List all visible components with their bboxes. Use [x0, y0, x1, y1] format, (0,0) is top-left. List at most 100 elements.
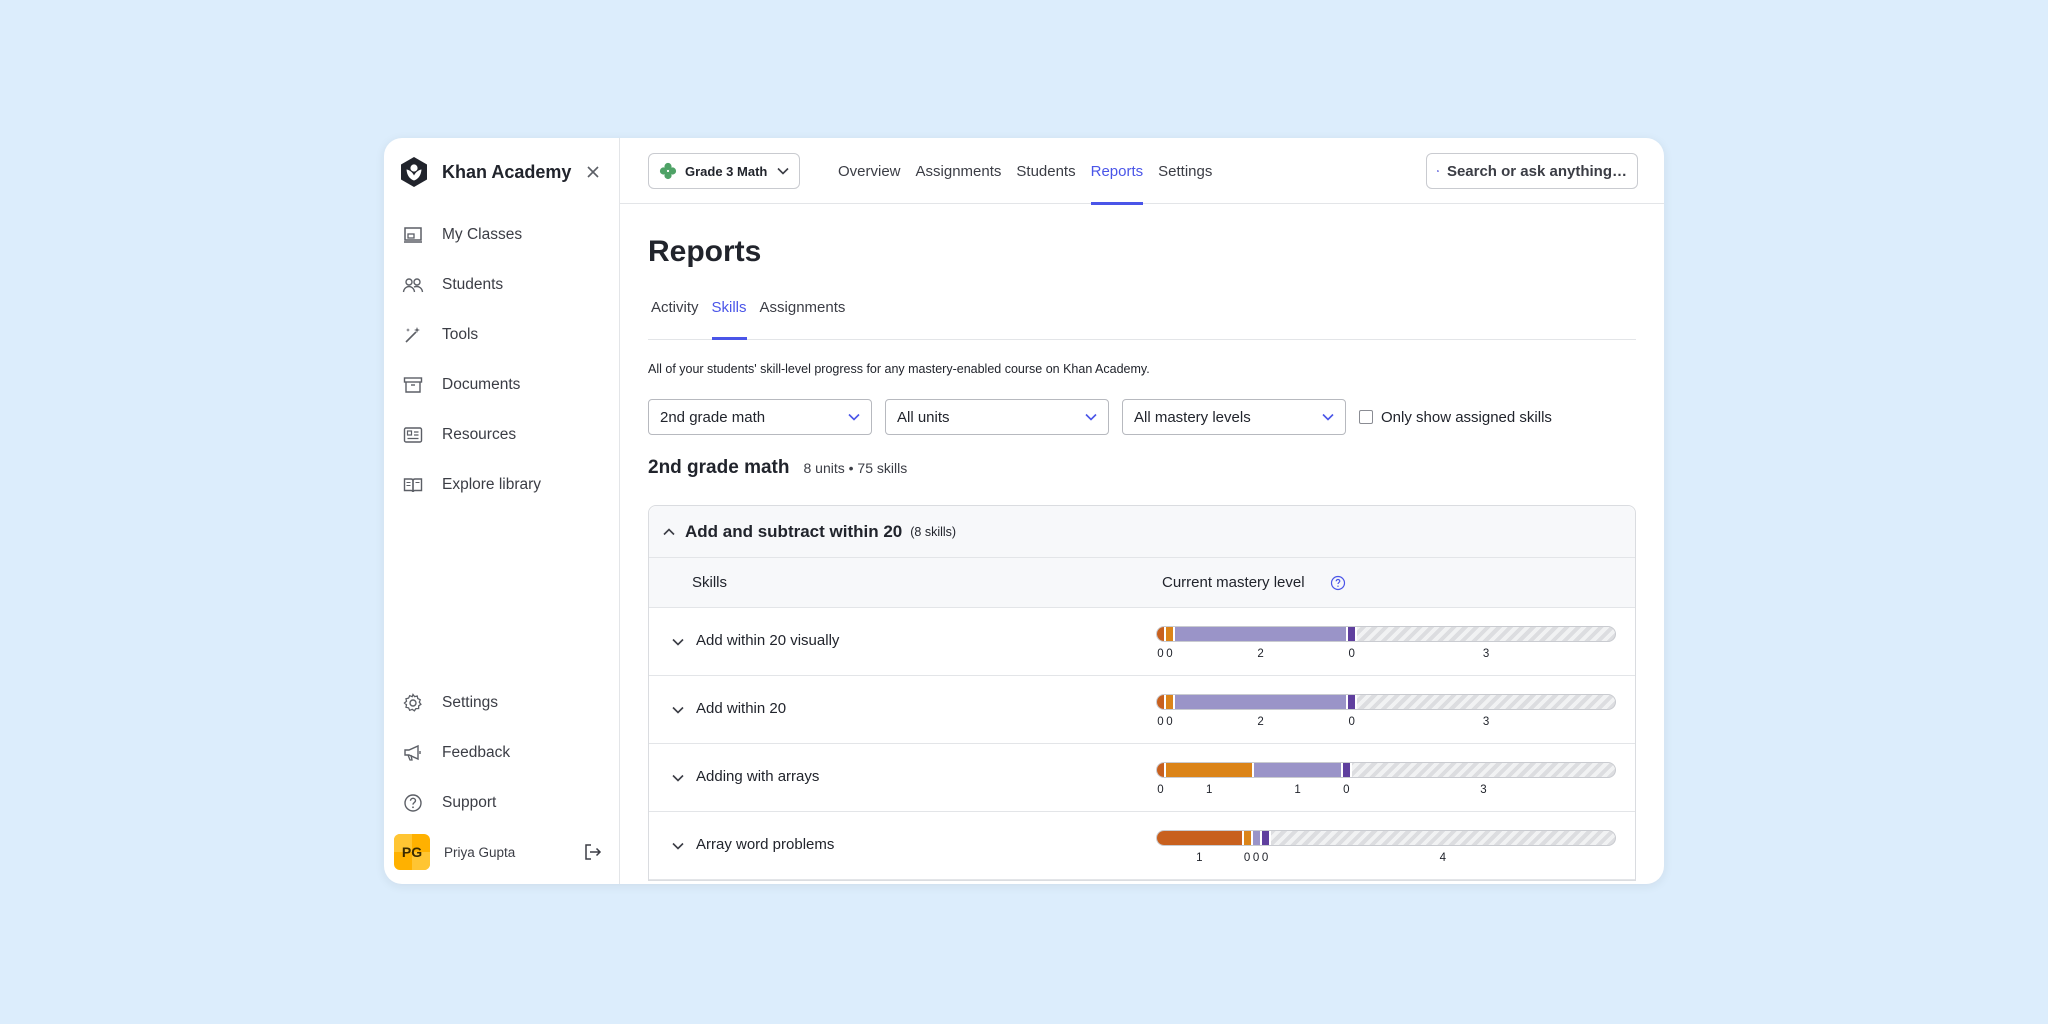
chevron-up-icon [663, 527, 675, 535]
tab-reports[interactable]: Reports [1090, 138, 1143, 205]
khanmigo-icon [1437, 170, 1439, 172]
mastery-segment-attempted [1157, 763, 1166, 777]
close-sidebar-button[interactable] [581, 160, 605, 184]
mastery-count-label: 0 [1157, 716, 1164, 728]
mastery-count-label: 0 [1348, 648, 1355, 660]
table-row[interactable]: Array word problems 1 0 0 0 4 [649, 812, 1635, 880]
brand-name: Khan Academy [442, 161, 572, 182]
class-nav-tabs: Overview Assignments Students Reports Se… [838, 138, 1227, 205]
mastery-distribution-bar [1156, 626, 1616, 642]
subtab-skills[interactable]: Skills [711, 292, 747, 340]
sidebar-item-tools[interactable]: Tools [384, 310, 619, 360]
unit-header[interactable]: Add and subtract within 20 (8 skills) [649, 506, 1635, 558]
checkbox-label: Only show assigned skills [1381, 408, 1552, 426]
mastery-count-label: 0 [1261, 852, 1269, 864]
reports-content: Reports Activity Skills Assignments All … [648, 204, 1636, 881]
logout-button[interactable] [581, 840, 605, 864]
mastery-segment-familiar [1243, 831, 1253, 845]
mastery-count-label: 1 [1196, 852, 1203, 864]
mastery-count-label: 0 [1343, 784, 1350, 796]
mastery-count-label: 0 [1348, 716, 1355, 728]
sidebar-item-students[interactable]: Students [384, 260, 619, 310]
mastery-segment-familiar [1166, 627, 1175, 641]
brand-header: Khan Academy [398, 152, 605, 192]
table-header: Skills Current mastery level [649, 558, 1635, 608]
sidebar-item-resources[interactable]: Resources [384, 410, 619, 460]
gear-icon [402, 692, 424, 714]
chevron-down-icon [1322, 413, 1334, 421]
avatar: PG [394, 834, 430, 870]
table-row[interactable]: Adding with arrays 0 1 1 0 3 [649, 744, 1635, 812]
mastery-count-label: 2 [1257, 716, 1264, 728]
mastery-segment-mastered [1261, 831, 1271, 845]
sidebar-item-explore-library[interactable]: Explore library [384, 460, 619, 510]
mastery-filter-value: All mastery levels [1134, 408, 1251, 426]
mastery-segment-mastered [1348, 627, 1358, 641]
sidebar-bottom-nav: Settings Feedback Support [384, 678, 619, 828]
filter-bar: 2nd grade math All units All mastery lev… [648, 399, 1636, 435]
sidebar-item-label: Feedback [442, 744, 511, 761]
unit-card: Add and subtract within 20 (8 skills) Sk… [648, 505, 1636, 881]
search-placeholder: Search or ask anything… [1446, 162, 1627, 180]
sidebar-item-label: Tools [442, 326, 479, 343]
chevron-down-icon[interactable] [670, 634, 686, 650]
sidebar-item-documents[interactable]: Documents [384, 360, 619, 410]
megaphone-icon [402, 742, 424, 764]
course-filter-select[interactable]: 2nd grade math [648, 399, 872, 435]
tab-overview[interactable]: Overview [838, 162, 901, 180]
report-subtabs: Activity Skills Assignments [648, 292, 1636, 340]
unit-filter-select[interactable]: All units [885, 399, 1109, 435]
checkbox-box[interactable] [1359, 410, 1373, 424]
mastery-filter-select[interactable]: All mastery levels [1122, 399, 1346, 435]
tab-assignments[interactable]: Assignments [915, 162, 1002, 180]
sidebar-item-my-classes[interactable]: My Classes [384, 210, 619, 260]
course-selector[interactable]: Grade 3 Math [648, 153, 800, 189]
chevron-down-icon[interactable] [670, 770, 686, 786]
tab-settings[interactable]: Settings [1158, 162, 1213, 180]
mastery-count-label: 2 [1257, 648, 1264, 660]
unit-title: Add and subtract within 20 [685, 521, 903, 541]
mastery-distribution-bar [1156, 830, 1616, 846]
mastery-segment-attempted [1157, 627, 1166, 641]
sidebar-item-support[interactable]: Support [384, 778, 619, 828]
course-title: 2nd grade math [648, 457, 790, 478]
app-window: Khan Academy My Classes Students [384, 138, 1664, 884]
course-selector-label: Grade 3 Math [685, 163, 768, 179]
column-header-skills: Skills [692, 574, 728, 591]
magic-wand-icon [402, 324, 424, 346]
user-profile[interactable]: PG Priya Gupta [394, 834, 605, 870]
table-row[interactable]: Add within 20 0 0 2 0 3 [649, 676, 1635, 744]
sidebar-item-feedback[interactable]: Feedback [384, 728, 619, 778]
sidebar-item-label: Support [442, 794, 497, 811]
chevron-down-icon[interactable] [670, 838, 686, 854]
chevron-down-icon[interactable] [670, 702, 686, 718]
subtab-assignments[interactable]: Assignments [759, 299, 846, 316]
mastery-segment-mastered [1348, 695, 1358, 709]
mastery-count-label: 0 [1157, 648, 1164, 660]
page-title: Reports [648, 235, 762, 268]
chevron-down-icon [1085, 413, 1097, 421]
unit-skill-count: (8 skills) [910, 524, 957, 539]
mastery-segment-proficient [1175, 627, 1349, 641]
sidebar-item-settings[interactable]: Settings [384, 678, 619, 728]
tab-students[interactable]: Students [1016, 162, 1076, 180]
sidebar-item-label: Explore library [442, 476, 542, 493]
khan-academy-logo [401, 157, 427, 187]
skills-table-body: Add within 20 visually 0 0 2 0 3 Add within 20… [649, 608, 1635, 880]
sidebar-item-label: Settings [442, 694, 499, 711]
top-bar: Grade 3 Math Overview Assignments Studen… [620, 138, 1664, 205]
mastery-count-label: 3 [1480, 784, 1487, 796]
table-row[interactable]: Add within 20 visually 0 0 2 0 3 [649, 608, 1635, 676]
column-header-mastery: Current mastery level [1162, 574, 1305, 591]
assigned-only-checkbox[interactable]: Only show assigned skills [1359, 409, 1552, 426]
subtab-activity[interactable]: Activity [651, 299, 699, 316]
mastery-count-labels: 0 1 1 0 3 [1156, 784, 1616, 798]
report-description: All of your students' skill-level progre… [648, 362, 1150, 376]
archive-box-icon [402, 374, 424, 396]
mastery-segment-proficient [1254, 763, 1343, 777]
help-icon[interactable] [1330, 575, 1346, 591]
search-input[interactable]: Search or ask anything… [1426, 153, 1638, 189]
mastery-count-label: 0 [1166, 648, 1173, 660]
